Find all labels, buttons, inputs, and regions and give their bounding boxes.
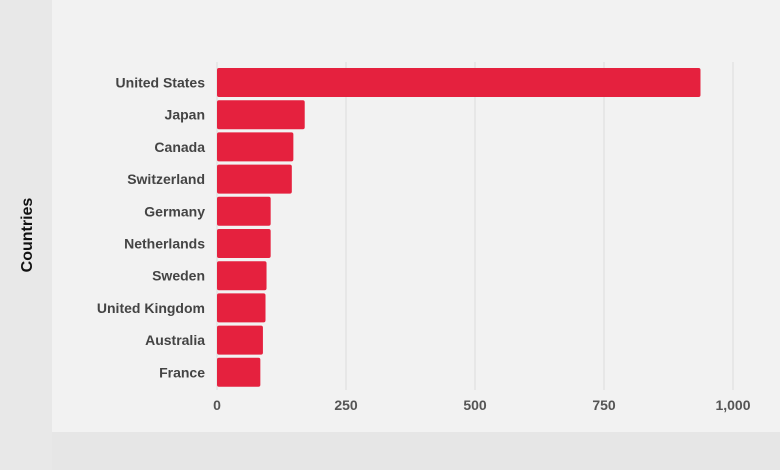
x-tick-label: 500 bbox=[463, 397, 487, 413]
category-label: Germany bbox=[144, 203, 205, 219]
left-margin-strip bbox=[0, 0, 52, 470]
category-label: Switzerland bbox=[127, 171, 205, 187]
category-label: Australia bbox=[145, 332, 205, 348]
category-label: United States bbox=[116, 75, 206, 91]
bottom-band bbox=[52, 432, 780, 470]
x-tick-label: 750 bbox=[592, 397, 616, 413]
category-label: Sweden bbox=[152, 268, 205, 284]
category-label: France bbox=[159, 364, 205, 380]
bar-canada bbox=[217, 132, 294, 162]
category-label: Japan bbox=[165, 107, 205, 123]
bar-united-kingdom bbox=[217, 293, 266, 323]
category-label: Canada bbox=[154, 139, 205, 155]
bar-netherlands bbox=[217, 229, 271, 258]
bar-germany bbox=[217, 196, 271, 226]
x-tick-label: 1,000 bbox=[715, 397, 750, 413]
bar-france bbox=[217, 357, 261, 387]
bar-switzerland bbox=[217, 164, 292, 194]
x-tick-label: 250 bbox=[334, 397, 358, 413]
bar-sweden bbox=[217, 261, 267, 291]
bar-australia bbox=[217, 325, 263, 355]
bar-united-states bbox=[217, 68, 701, 97]
category-label: Netherlands bbox=[124, 236, 205, 252]
x-tick-label: 0 bbox=[213, 397, 221, 413]
bar-japan bbox=[217, 100, 305, 130]
category-label: United Kingdom bbox=[97, 300, 205, 316]
